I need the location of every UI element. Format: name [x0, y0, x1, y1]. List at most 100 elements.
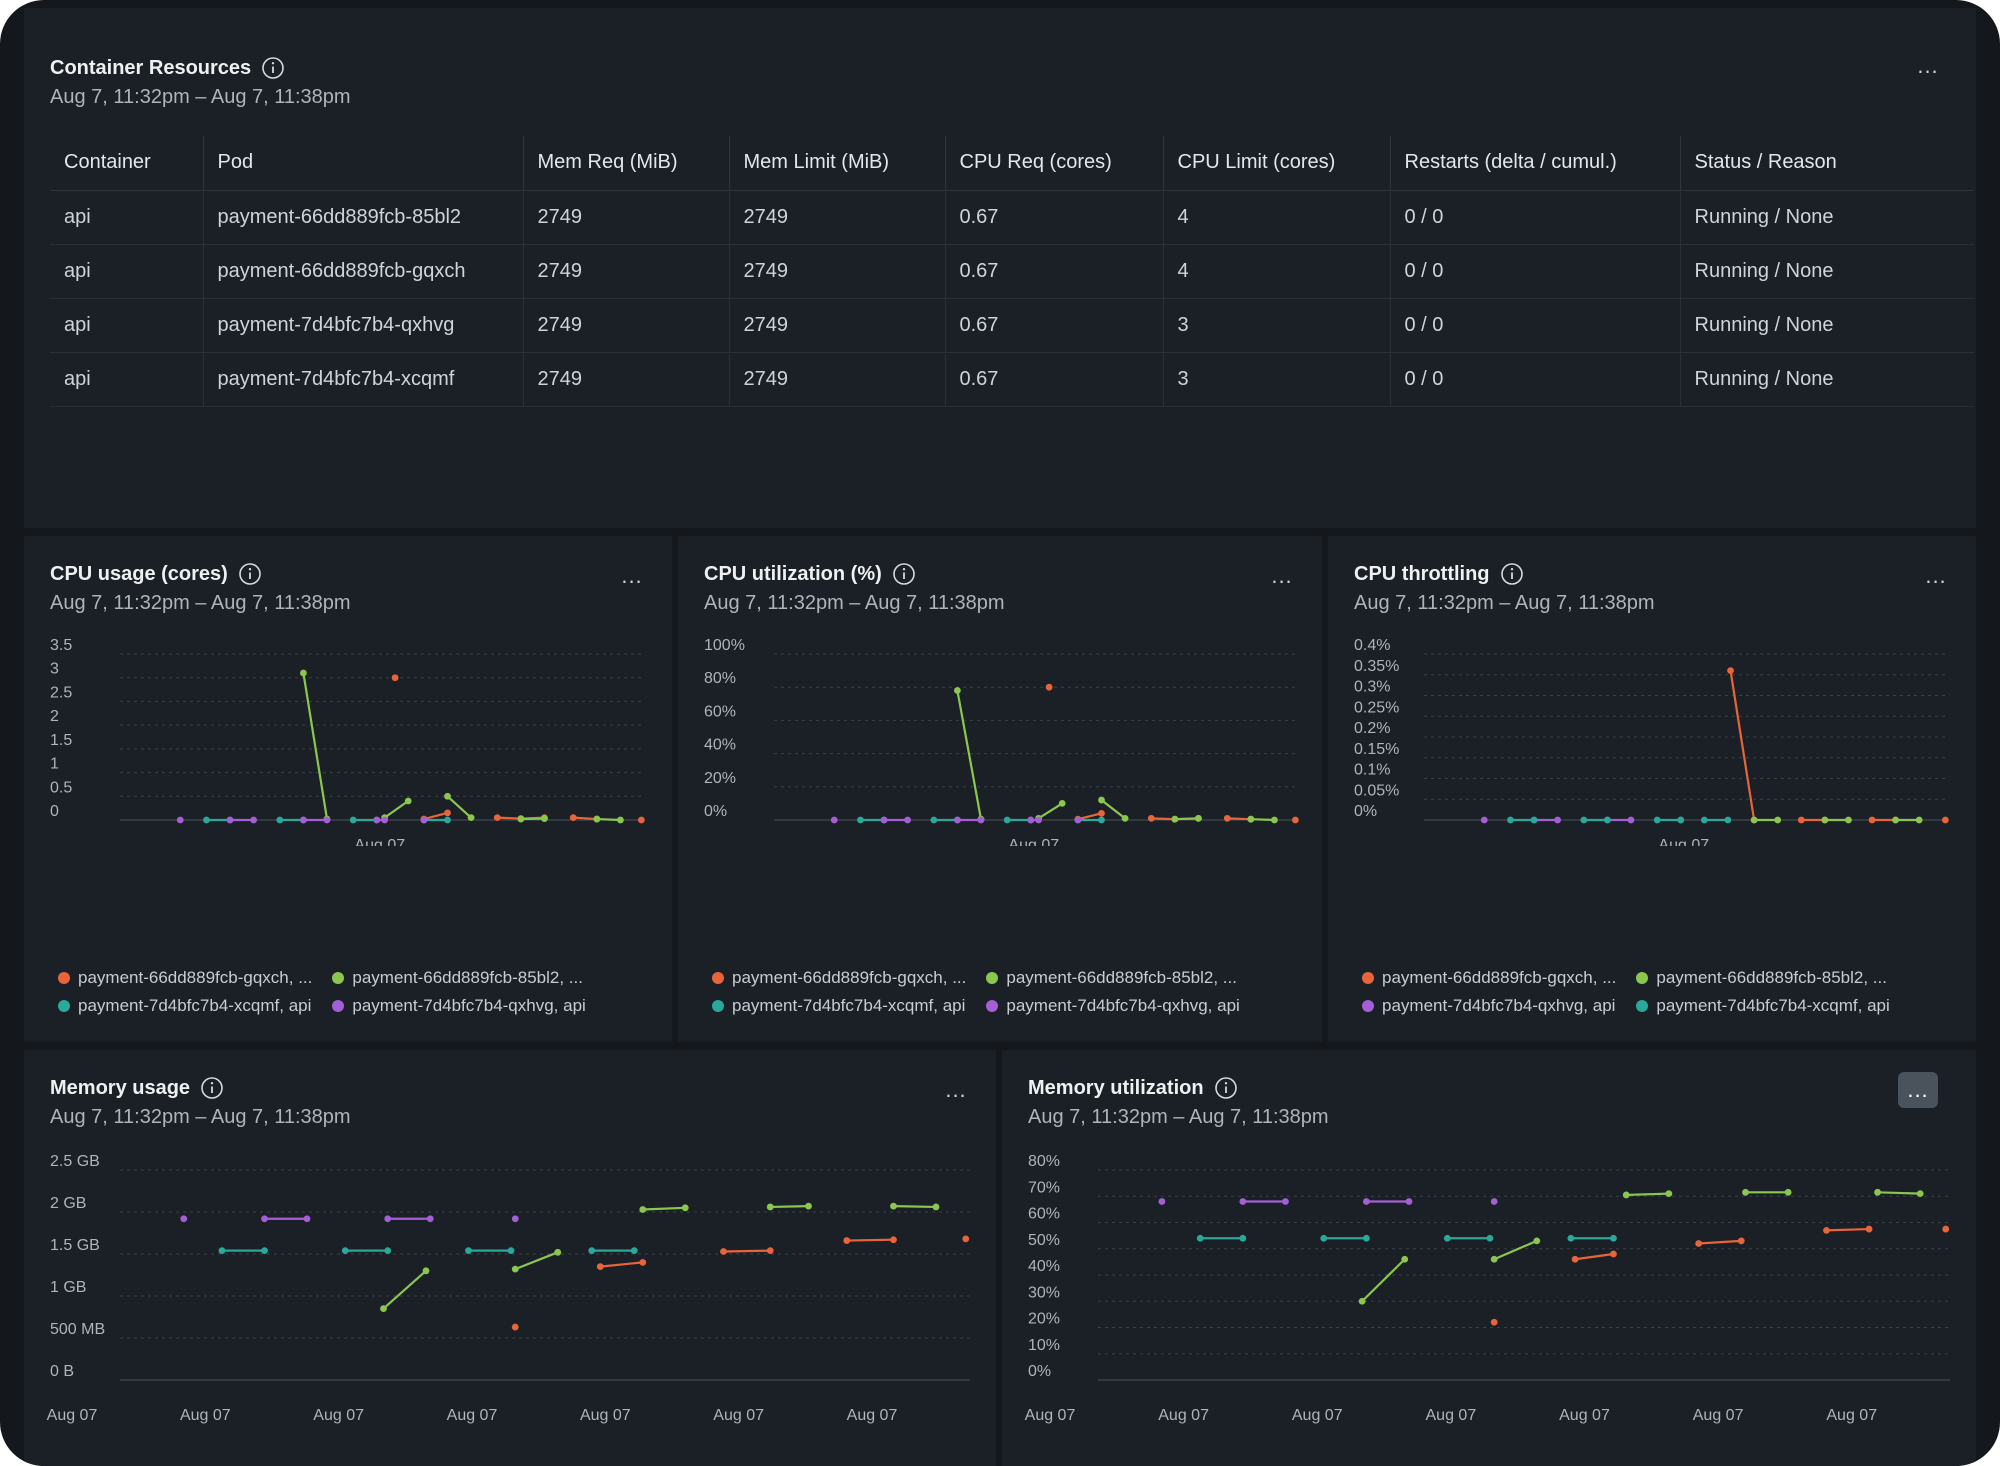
data-point — [1223, 814, 1231, 822]
data-point — [1490, 1198, 1498, 1205]
cell-restarts: 0 / 0 — [1389, 190, 1680, 245]
data-point — [1362, 1198, 1370, 1205]
legend-item[interactable]: payment-66dd889fcb-gqxch, ... — [1362, 968, 1616, 988]
legend-item[interactable]: payment-66dd889fcb-85bl2, ... — [1636, 968, 1889, 988]
table-row[interactable]: api payment-7d4bfc7b4-xcqmf 2749 2749 0.… — [50, 352, 1974, 407]
data-point — [323, 816, 331, 824]
data-point — [203, 816, 210, 824]
column-header[interactable]: Mem Req (MiB) — [522, 136, 729, 191]
column-header[interactable]: Status / Reason — [1679, 136, 1974, 191]
data-point — [1121, 814, 1129, 822]
info-icon[interactable] — [238, 562, 262, 586]
info-icon[interactable] — [261, 56, 285, 80]
x-tick-label: Aug 07, — [1008, 837, 1063, 846]
cell-status: Running / None — [1679, 244, 1974, 299]
legend-item[interactable]: payment-7d4bfc7b4-xcqmf, api — [58, 996, 312, 1016]
data-point — [1196, 1234, 1204, 1242]
data-point — [1942, 1225, 1950, 1233]
data-point — [1892, 816, 1899, 824]
column-header[interactable]: CPU Limit (cores) — [1162, 136, 1390, 191]
data-point — [511, 1265, 519, 1273]
cpu-utilization-chart: 100%80%60%40%20%0%Aug 07,11:35pm — [704, 637, 1299, 846]
legend-label: payment-66dd889fcb-gqxch, ... — [78, 968, 313, 987]
series-line — [573, 816, 597, 821]
table-row[interactable]: api payment-66dd889fcb-85bl2 2749 2749 0… — [50, 190, 1974, 245]
data-point — [1868, 816, 1876, 824]
data-point — [1727, 667, 1734, 674]
column-header[interactable]: Mem Limit (MiB) — [728, 136, 945, 191]
x-tick-label: Aug 07 — [1292, 1407, 1343, 1424]
series-line — [1227, 817, 1251, 821]
y-tick-label: 0.1% — [1354, 762, 1390, 779]
y-tick-label: 80% — [1028, 1153, 1060, 1170]
legend-item[interactable]: payment-66dd889fcb-gqxch, ... — [712, 968, 966, 988]
table-row[interactable]: api payment-66dd889fcb-gqxch 2749 2749 0… — [50, 244, 1974, 299]
data-point — [1320, 1234, 1328, 1242]
data-point — [1058, 800, 1066, 807]
legend-item[interactable]: payment-7d4bfc7b4-xcqmf, api — [712, 996, 966, 1016]
chart-legend: payment-66dd889fcb-gqxch, ... payment-66… — [1362, 968, 1890, 1016]
legend-item[interactable]: payment-7d4bfc7b4-qxhvg, api — [986, 996, 1240, 1016]
series-line — [642, 1206, 686, 1211]
legend-item[interactable]: payment-66dd889fcb-85bl2, ... — [332, 968, 585, 988]
data-point — [1610, 1250, 1617, 1258]
cell-status: Running / None — [1679, 298, 1974, 353]
series-line — [846, 1238, 894, 1242]
data-point — [617, 816, 624, 824]
y-tick-label: 100% — [704, 637, 745, 654]
column-header[interactable]: Container — [50, 136, 203, 191]
x-tick-label: Aug 07 — [713, 1407, 764, 1424]
cell-cpu-limit: 4 — [1162, 190, 1390, 245]
more-options-button[interactable]: ... — [1898, 1072, 1938, 1108]
data-point — [954, 816, 961, 824]
more-options-button[interactable]: ... — [612, 558, 652, 594]
info-icon[interactable] — [1214, 1076, 1238, 1100]
info-icon[interactable] — [200, 1076, 224, 1100]
data-point — [830, 816, 838, 824]
legend-item[interactable]: payment-7d4bfc7b4-qxhvg, api — [1362, 996, 1616, 1016]
legend-label: payment-66dd889fcb-85bl2, ... — [1656, 968, 1887, 987]
y-tick-label: 0 — [50, 803, 59, 820]
data-point — [1554, 816, 1562, 824]
more-options-button[interactable]: ... — [936, 1072, 976, 1108]
column-header[interactable]: CPU Req (cores) — [944, 136, 1163, 191]
cpu-usage-panel: CPU usage (cores) Aug 7, 11:32pm – Aug 7… — [24, 536, 672, 1042]
data-point — [1874, 1188, 1881, 1196]
y-tick-label: 0.3% — [1354, 679, 1390, 696]
data-point — [1533, 1237, 1541, 1245]
info-icon[interactable] — [1500, 562, 1524, 586]
data-point — [1282, 1198, 1289, 1205]
data-point — [805, 1202, 812, 1210]
data-point — [493, 814, 501, 822]
data-point — [596, 1263, 604, 1270]
data-point — [1665, 1190, 1673, 1198]
data-point — [1480, 816, 1488, 824]
data-point — [303, 1215, 311, 1223]
cell-pod: payment-7d4bfc7b4-qxhvg — [202, 298, 523, 353]
cell-pod: payment-66dd889fcb-85bl2 — [202, 190, 523, 245]
more-options-button[interactable]: ... — [1262, 558, 1302, 594]
table-row[interactable]: api payment-7d4bfc7b4-qxhvg 2749 2749 0.… — [50, 298, 1974, 353]
y-tick-label: 1.5 — [50, 732, 72, 749]
legend-item[interactable]: payment-7d4bfc7b4-qxhvg, api — [332, 996, 586, 1016]
cell-pod: payment-66dd889fcb-gqxch — [202, 244, 523, 299]
column-header[interactable]: Pod — [202, 136, 523, 191]
y-tick-label: 0% — [704, 803, 727, 820]
y-tick-label: 10% — [1028, 1337, 1060, 1354]
info-icon[interactable] — [892, 562, 916, 586]
series-line — [1250, 818, 1275, 822]
more-options-button[interactable]: ... — [1908, 48, 1948, 84]
cell-cpu-limit: 4 — [1162, 244, 1390, 299]
column-header[interactable]: Restarts (delta / cumul.) — [1389, 136, 1680, 191]
more-options-button[interactable]: ... — [1916, 558, 1956, 594]
x-tick-label: Aug 07 — [47, 1407, 98, 1424]
legend-item[interactable]: payment-7d4bfc7b4-xcqmf, api — [1636, 996, 1890, 1016]
more-horizontal-icon: ... — [621, 563, 643, 588]
legend-swatch — [1362, 972, 1374, 984]
cell-mem-limit: 2749 — [728, 190, 945, 245]
data-point — [1098, 796, 1105, 804]
legend-item[interactable]: payment-66dd889fcb-85bl2, ... — [986, 968, 1239, 988]
data-point — [1567, 1234, 1575, 1242]
legend-item[interactable]: payment-66dd889fcb-gqxch, ... — [58, 968, 312, 988]
cell-cpu-limit: 3 — [1162, 352, 1390, 407]
